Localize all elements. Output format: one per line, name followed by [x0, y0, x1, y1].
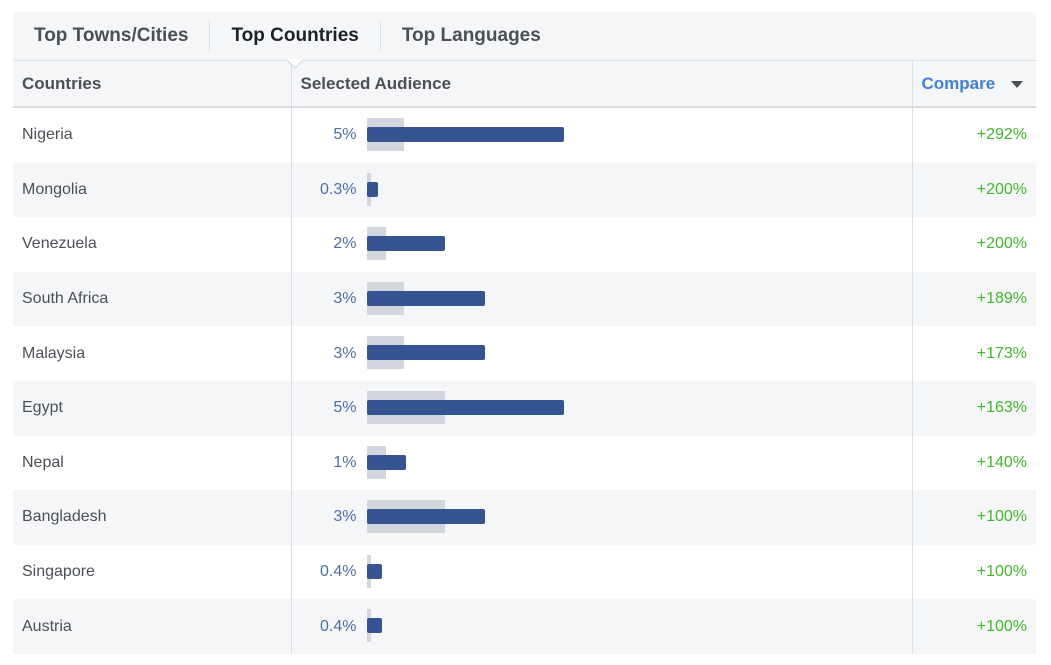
audience-percent: 3% [333, 508, 357, 526]
compare-value: +140% [911, 435, 1036, 491]
country-name: Venezuela [22, 235, 97, 253]
audience-bar [366, 127, 564, 142]
table-row: Nigeria 5% +292% [13, 107, 1036, 163]
bar-area [366, 108, 907, 163]
audience-cell: 0.3% [290, 162, 912, 218]
table-row: Egypt 5% +163% [13, 380, 1036, 436]
audience-percent: 3% [333, 344, 357, 362]
audience-cell: 3% [290, 326, 912, 381]
country-name: Mongolia [13, 162, 291, 218]
country-name: Austria [13, 599, 291, 654]
countries-table: Countries Selected Audience Compare Nige… [13, 61, 1036, 654]
audience-bar [366, 290, 485, 306]
table-row: Malaysia 3% +173% [13, 326, 1036, 381]
audience-percent: 2% [333, 235, 357, 253]
audience-bar [366, 399, 564, 415]
audience-cell: 0.4% [290, 599, 912, 654]
compare-value: +100% [911, 544, 1036, 600]
audience-cell: 1% [290, 435, 912, 491]
compare-value: +173% [911, 326, 1036, 381]
audience-cell: 0.4% [290, 544, 912, 600]
audience-cell: 5% [290, 380, 912, 436]
tab-bar: Top Towns/Cities Top Countries Top Langu… [13, 12, 1036, 69]
audience-bar [366, 618, 383, 634]
table-row: Nepal 1% +140% [13, 435, 1036, 491]
audience-cell: 3% [290, 490, 912, 545]
audience-percent: 5% [333, 126, 357, 144]
compare-value: +200% [911, 162, 1036, 218]
audience-cell: 2% [290, 217, 912, 272]
active-tab-pointer [287, 59, 304, 67]
country-name: Malaysia [22, 344, 86, 362]
table-header-row: Countries Selected Audience Compare [13, 61, 1036, 108]
table-row: Singapore 0.4% +100% [13, 544, 1036, 600]
bar-area [366, 217, 907, 272]
country-name: Bangladesh [13, 490, 291, 545]
audience-percent: 1% [333, 453, 357, 471]
audience-percent: 5% [333, 399, 357, 417]
bar-area [366, 163, 907, 218]
country-name: Singapore [22, 563, 95, 581]
tab-divider [379, 21, 381, 51]
bar-area [366, 545, 907, 600]
tab-top-countries[interactable]: Top Countries [210, 21, 379, 69]
tab-top-languages[interactable]: Top Languages [401, 25, 541, 46]
table-row: Austria 0.4% +100% [13, 599, 1036, 654]
bar-area [366, 436, 907, 491]
compare-label: Compare [921, 73, 996, 93]
compare-value: +163% [911, 380, 1036, 436]
column-header-countries: Countries [13, 61, 291, 108]
bar-area [366, 272, 907, 327]
audience-bar [366, 345, 485, 361]
compare-value: +292% [911, 107, 1036, 163]
column-header-selected-audience: Selected Audience [290, 61, 912, 108]
audience-bar [366, 181, 379, 197]
compare-value: +100% [911, 490, 1036, 545]
bar-area [366, 326, 907, 381]
audience-bar [366, 454, 406, 470]
audience-percent: 3% [333, 290, 357, 308]
audience-bar [366, 236, 446, 252]
compare-value: +100% [911, 599, 1036, 654]
audience-percent: 0.4% [320, 563, 357, 581]
compare-dropdown[interactable]: Compare [911, 61, 1036, 108]
bar-area [366, 381, 907, 436]
audience-cell: 5% [290, 107, 912, 163]
tab-divider [209, 21, 211, 51]
bar-area [366, 599, 907, 654]
bar-area [366, 490, 907, 545]
tab-label: Top Countries [231, 25, 359, 46]
chevron-down-icon [1011, 80, 1024, 88]
tab-top-towns-cities[interactable]: Top Towns/Cities [34, 25, 189, 46]
table-row: Venezuela 2% +200% [13, 217, 1036, 272]
country-name: South Africa [13, 271, 291, 327]
compare-value: +200% [911, 217, 1036, 272]
country-name: Nigeria [22, 126, 73, 144]
compare-value: +189% [911, 271, 1036, 327]
table-row: South Africa 3% +189% [13, 271, 1036, 327]
table-row: Mongolia 0.3% +200% [13, 162, 1036, 218]
audience-cell: 3% [290, 271, 912, 327]
audience-insights-panel: Top Towns/Cities Top Countries Top Langu… [13, 12, 1036, 654]
country-name: Nepal [22, 453, 64, 471]
audience-percent: 0.4% [320, 617, 357, 635]
audience-bar [366, 563, 383, 579]
country-name: Egypt [13, 380, 291, 436]
audience-percent: 0.3% [320, 180, 357, 198]
table-row: Bangladesh 3% +100% [13, 490, 1036, 545]
audience-bar [366, 509, 485, 525]
